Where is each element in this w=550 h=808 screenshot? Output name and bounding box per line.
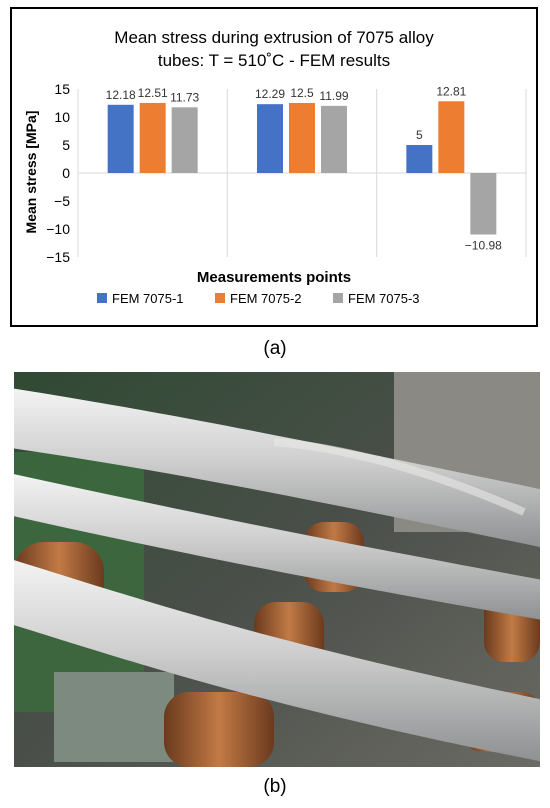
mean-stress-bar-chart: Mean stress during extrusion of 7075 all… [23,28,527,306]
caption-b: (b) [263,776,287,797]
legend-entry: FEM 7075-3 [348,291,420,306]
legend-swatch [215,293,225,303]
chart-title-line-2: tubes: T = 510˚C - FEM results [158,51,390,70]
data-label: 11.73 [170,90,199,104]
chart-title-line-1: Mean stress during extrusion of 7075 all… [114,28,434,47]
bar [438,101,465,173]
caption-a: (a) [263,338,287,359]
bar [139,102,166,173]
y-axis-label: Mean stress [MPa] [23,111,39,234]
y-tick-label: 10 [54,109,70,125]
y-tick-label: 0 [62,165,70,181]
bar [107,104,134,173]
legend-entry: FEM 7075-1 [112,291,184,306]
data-label: 12.29 [255,87,285,101]
data-label: 12.81 [436,84,466,98]
y-tick-label: −10 [46,221,70,237]
legend-swatch [97,293,107,303]
axis-layer: 15 10 5 0 −5 −10 −15 [46,81,70,265]
y-tick-label: 15 [54,81,70,97]
y-tick-label: −5 [54,193,70,209]
chart-legend: FEM 7075-1 FEM 7075-2 FEM 7075-3 [97,291,420,306]
data-label: 12.5 [290,86,314,100]
legend-entry: FEM 7075-2 [230,291,302,306]
data-label: 5 [416,128,423,142]
bar [470,173,497,235]
data-label: −10.98 [465,238,502,252]
y-tick-label: −15 [46,249,70,265]
bar [257,104,283,173]
data-label: 12.51 [138,86,168,100]
bars-layer: 12.18 12.29 5 12.51 12.5 12.81 11.73 11.99 −10.9… [106,84,503,252]
bar [406,145,433,173]
data-label: 12.18 [106,88,136,102]
legend-swatch [333,293,343,303]
bar [321,105,347,173]
data-label: 11.99 [319,89,348,103]
extruded-tubes-photo [14,372,540,767]
y-tick-label: 5 [62,137,70,153]
x-axis-label: Measurements points [197,269,351,286]
bar [171,107,198,173]
bar [289,103,315,173]
chart-panel: Mean stress during extrusion of 7075 all… [10,7,538,327]
